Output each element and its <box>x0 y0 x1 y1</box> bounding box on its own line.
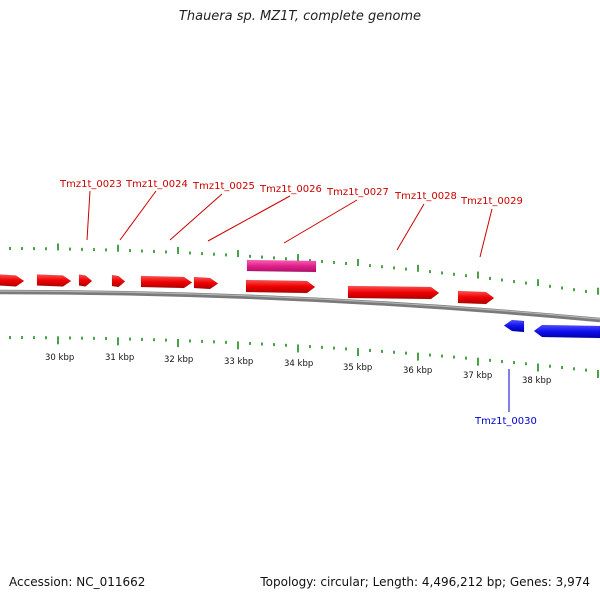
gene-label[interactable]: Tmz1t_0026 <box>259 184 322 195</box>
map-title: Thauera sp. MZ1T, complete genome <box>178 9 422 24</box>
summary-text: Topology: circular; Length: 4,496,212 bp… <box>260 575 590 589</box>
gene-tmz1t-0025[interactable] <box>140 275 193 289</box>
scale-label: 37 kbp <box>463 371 492 381</box>
gene-label[interactable]: Tmz1t_0030 <box>474 416 537 427</box>
gene-forward[interactable] <box>36 274 72 287</box>
gene-label[interactable]: Tmz1t_0029 <box>460 196 523 207</box>
gene-tmz1t-0024[interactable] <box>111 274 126 288</box>
leader-line <box>86 190 91 241</box>
scale-label: 35 kbp <box>343 363 372 373</box>
leader-line <box>283 199 358 244</box>
gene-label[interactable]: Tmz1t_0023 <box>59 179 122 190</box>
scale-labels: 30 kbp 31 kbp 32 kbp 33 kbp 34 kbp 35 kbp 36 k… <box>45 353 551 386</box>
gene-rna[interactable] <box>246 259 317 273</box>
scale-label: 30 kbp <box>45 353 74 363</box>
scale-label: 34 kbp <box>284 359 313 369</box>
gene-label[interactable]: Tmz1t_0024 <box>125 179 188 190</box>
gene-label[interactable]: Tmz1t_0027 <box>326 187 389 198</box>
gene-reverse[interactable] <box>533 324 600 339</box>
scale-ticks-bottom <box>9 336 599 378</box>
gene-tmz1t-0028[interactable] <box>347 285 440 300</box>
leader-line <box>479 208 493 258</box>
accession-text: Accession: NC_011662 <box>9 575 146 589</box>
scale-label: 33 kbp <box>224 357 253 367</box>
gene-label[interactable]: Tmz1t_0028 <box>394 191 457 202</box>
leader-line <box>119 190 157 241</box>
scale-label: 31 kbp <box>105 353 134 363</box>
leader-line <box>169 193 223 241</box>
genome-backbone <box>0 289 600 323</box>
scale-label: 32 kbp <box>164 355 193 365</box>
gene-label[interactable]: Tmz1t_0025 <box>192 181 255 192</box>
scale-label: 36 kbp <box>403 366 432 376</box>
gene-tmz1t-0029[interactable] <box>457 290 495 305</box>
leader-line <box>207 195 291 242</box>
gene-tmz1t-0030[interactable] <box>503 319 525 333</box>
leader-line <box>396 203 425 251</box>
label-leaders <box>86 190 510 412</box>
gene-tmz1t-0023[interactable] <box>78 274 93 287</box>
gene-tmz1t-0026[interactable] <box>193 276 219 290</box>
scale-label: 38 kbp <box>522 376 551 386</box>
gene-labels: Tmz1t_0023 Tmz1t_0024 Tmz1t_0025 Tmz1t_0026… <box>59 179 537 427</box>
gene-tmz1t-0027[interactable] <box>245 279 316 294</box>
gene-track <box>0 259 600 339</box>
gene-forward[interactable] <box>0 274 25 287</box>
scale-ticks-top <box>9 243 599 295</box>
